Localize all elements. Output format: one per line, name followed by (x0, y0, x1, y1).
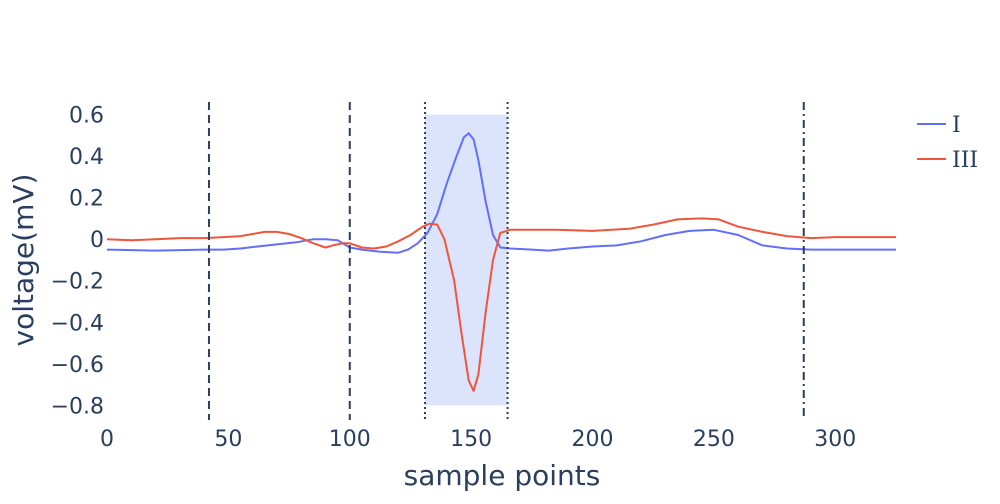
x-tick-label: 50 (214, 427, 242, 452)
y-tick-label: 0.4 (69, 145, 104, 170)
series-line-III (106, 217, 896, 392)
y-axis-ticks: 0.6 0.4 0.2 0 −0.2 −0.4 −0.6 −0.8 (51, 103, 104, 419)
x-tick-label: 0 (100, 427, 114, 452)
x-tick-label: 250 (693, 427, 735, 452)
legend-item-III[interactable]: III (917, 148, 978, 173)
y-axis-title: voltage(mV) (7, 174, 40, 347)
x-tick-label: 100 (329, 427, 371, 452)
y-tick-label: −0.6 (51, 353, 104, 378)
y-tick-label: −0.2 (51, 270, 104, 295)
series-line-I (106, 132, 896, 254)
y-tick-label: −0.8 (51, 394, 104, 419)
x-axis-ticks: 0 50 100 150 200 250 300 (100, 427, 856, 452)
y-tick-label: −0.4 (51, 311, 104, 336)
series-layer (106, 132, 896, 392)
x-tick-label: 150 (450, 427, 492, 452)
y-tick-label: 0 (90, 228, 104, 253)
x-axis-title: sample points (404, 459, 601, 492)
y-tick-label: 0.2 (69, 187, 104, 212)
legend-item-I[interactable]: I (917, 113, 961, 138)
x-tick-label: 300 (814, 427, 856, 452)
legend-label-III: III (952, 148, 978, 173)
y-tick-label: 0.6 (69, 103, 104, 128)
legend-label-I: I (952, 113, 961, 138)
x-tick-label: 200 (572, 427, 614, 452)
marker-lines-layer (207, 102, 805, 420)
